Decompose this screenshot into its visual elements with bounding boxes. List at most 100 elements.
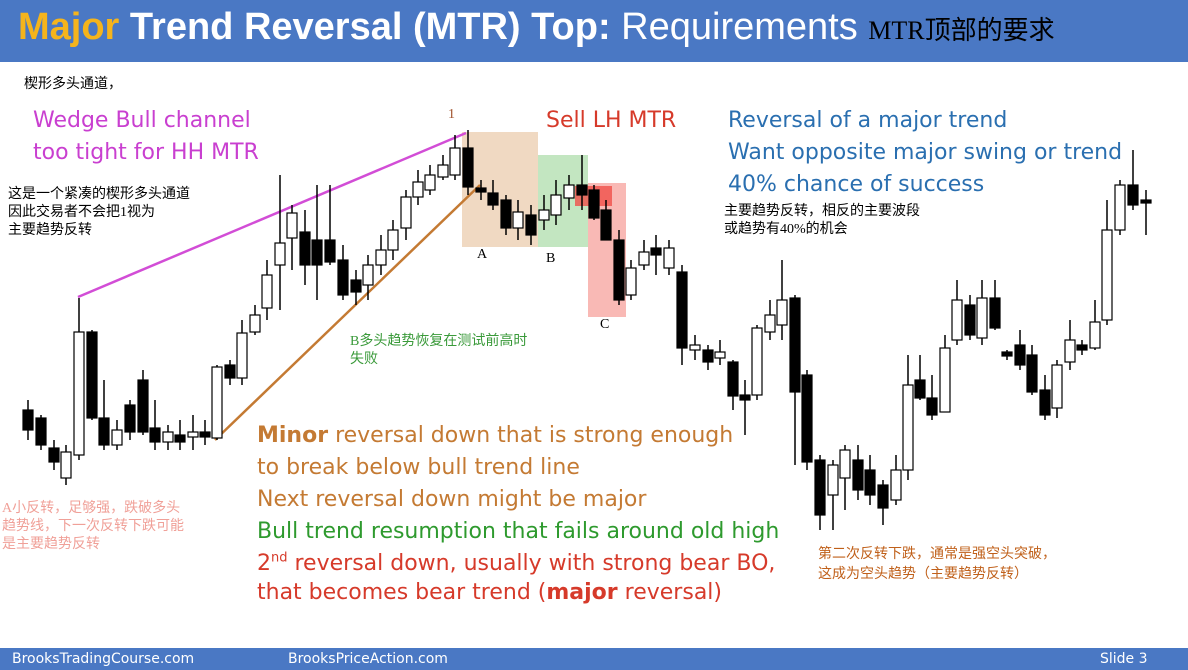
trend-line bbox=[214, 184, 481, 441]
candle-body bbox=[976, 297, 988, 339]
candle-body bbox=[689, 344, 701, 351]
candle-body bbox=[1039, 389, 1051, 416]
text: Reversal of a major trend bbox=[728, 108, 1008, 133]
candle-body bbox=[60, 451, 72, 479]
candle-body bbox=[890, 469, 902, 501]
candle-body bbox=[727, 361, 739, 397]
candle-body bbox=[137, 379, 149, 433]
candle-body bbox=[48, 447, 60, 463]
text: 40% chance of success bbox=[728, 172, 985, 197]
text: 趋势线，下一次反转下跌可能 bbox=[2, 519, 184, 534]
candle-body bbox=[22, 409, 34, 431]
footer: BrooksTradingCourse.com BrooksPriceActio… bbox=[0, 648, 1188, 670]
title: Major Trend Reversal (MTR) Top: Requirem… bbox=[18, 6, 1055, 49]
candles bbox=[22, 130, 1152, 530]
candle-body bbox=[35, 417, 47, 446]
candle-body bbox=[362, 264, 374, 286]
bold: Minor bbox=[257, 423, 329, 448]
candle-body bbox=[124, 404, 136, 433]
candle-body bbox=[864, 469, 876, 496]
candle-body bbox=[249, 314, 261, 333]
candle-body bbox=[1064, 339, 1076, 363]
candle-body bbox=[1001, 351, 1013, 357]
text: Slide 3 bbox=[1100, 651, 1148, 667]
candle-body bbox=[162, 431, 174, 443]
text: BrooksTradingCourse.com bbox=[12, 651, 195, 667]
wedge-line bbox=[77, 131, 467, 299]
candle-body bbox=[588, 189, 600, 219]
text: 第二次反转下跌，通常是强空头突破， bbox=[818, 547, 1056, 562]
text: 主要趋势反转，相反的主要波段 bbox=[724, 204, 920, 219]
text: A小反转，足够强，跌破多头 bbox=[2, 501, 181, 516]
text: 这是一个紧凑的楔形多头通道 bbox=[8, 187, 190, 202]
candle-body bbox=[538, 209, 550, 221]
candle-body bbox=[424, 174, 436, 191]
candle-body bbox=[650, 247, 662, 256]
candle-body bbox=[714, 351, 726, 359]
candle-body bbox=[174, 434, 186, 443]
candle-body bbox=[613, 239, 625, 301]
text: Want opposite major swing or trend bbox=[728, 140, 1123, 165]
text: Major bbox=[18, 6, 120, 48]
text: 1 bbox=[448, 107, 455, 122]
candle-body bbox=[989, 297, 1001, 329]
candle-body bbox=[350, 279, 362, 293]
candle-body bbox=[487, 192, 499, 206]
candle-body bbox=[1026, 354, 1038, 393]
text: MTR顶部的要求 bbox=[868, 16, 1055, 45]
candle-body bbox=[400, 196, 412, 229]
candle-body bbox=[914, 379, 926, 399]
candle-body bbox=[1089, 321, 1101, 349]
candle-body bbox=[563, 184, 575, 199]
candle-body bbox=[261, 274, 273, 309]
candle-body bbox=[600, 209, 612, 241]
div: that becomes bear trend (major reversal) bbox=[257, 577, 722, 609]
candle-body bbox=[1051, 364, 1063, 409]
text: that becomes bear trend ( bbox=[257, 580, 547, 605]
text: 失败 bbox=[350, 352, 378, 367]
candle-body bbox=[375, 249, 387, 266]
candle-body bbox=[286, 212, 298, 239]
candle-body bbox=[412, 181, 424, 198]
text: to break below bull trend line bbox=[257, 455, 580, 480]
candle-body bbox=[337, 259, 349, 296]
candle-body bbox=[827, 464, 839, 496]
candle-body bbox=[1127, 184, 1139, 206]
text: A bbox=[477, 247, 488, 262]
candle-body bbox=[98, 417, 110, 446]
candle-body bbox=[512, 211, 524, 229]
candle-body bbox=[702, 349, 714, 363]
text: C bbox=[600, 317, 610, 332]
candle-body bbox=[324, 239, 336, 263]
text: Next reversal down might be major bbox=[257, 487, 647, 512]
candle-body bbox=[764, 314, 776, 333]
candle-body bbox=[951, 299, 963, 341]
div: 2nd reversal down, usually with strong b… bbox=[257, 548, 775, 580]
candle-body bbox=[926, 397, 938, 416]
candle-body bbox=[211, 366, 223, 439]
text: 楔形多头通道， bbox=[24, 77, 122, 92]
candle-body bbox=[111, 429, 123, 446]
candle-body bbox=[311, 239, 323, 266]
candle-body bbox=[86, 331, 98, 419]
candle-body bbox=[525, 214, 537, 236]
candle-body bbox=[852, 459, 864, 491]
price-chart bbox=[22, 130, 1152, 530]
bold: major bbox=[546, 580, 618, 605]
candle-body bbox=[789, 297, 801, 393]
text: reversal down, usually with strong bear … bbox=[294, 551, 776, 576]
candle-body bbox=[274, 242, 286, 266]
text: 这成为空头趋势（主要趋势反转） bbox=[818, 567, 1028, 582]
text: B bbox=[546, 251, 556, 266]
candle-body bbox=[387, 229, 399, 251]
text: 主要趋势反转 bbox=[8, 223, 92, 238]
candle-body bbox=[437, 164, 449, 178]
text: 2 bbox=[257, 551, 271, 576]
candle-body bbox=[801, 374, 813, 463]
candle-body bbox=[550, 194, 562, 216]
text: Trend Reversal (MTR) Top: bbox=[129, 6, 611, 48]
candle-body bbox=[500, 199, 512, 229]
header: Major Trend Reversal (MTR) Top: Requirem… bbox=[0, 0, 1188, 62]
text: Sell LH MTR bbox=[546, 108, 677, 133]
candle-body bbox=[814, 459, 826, 516]
